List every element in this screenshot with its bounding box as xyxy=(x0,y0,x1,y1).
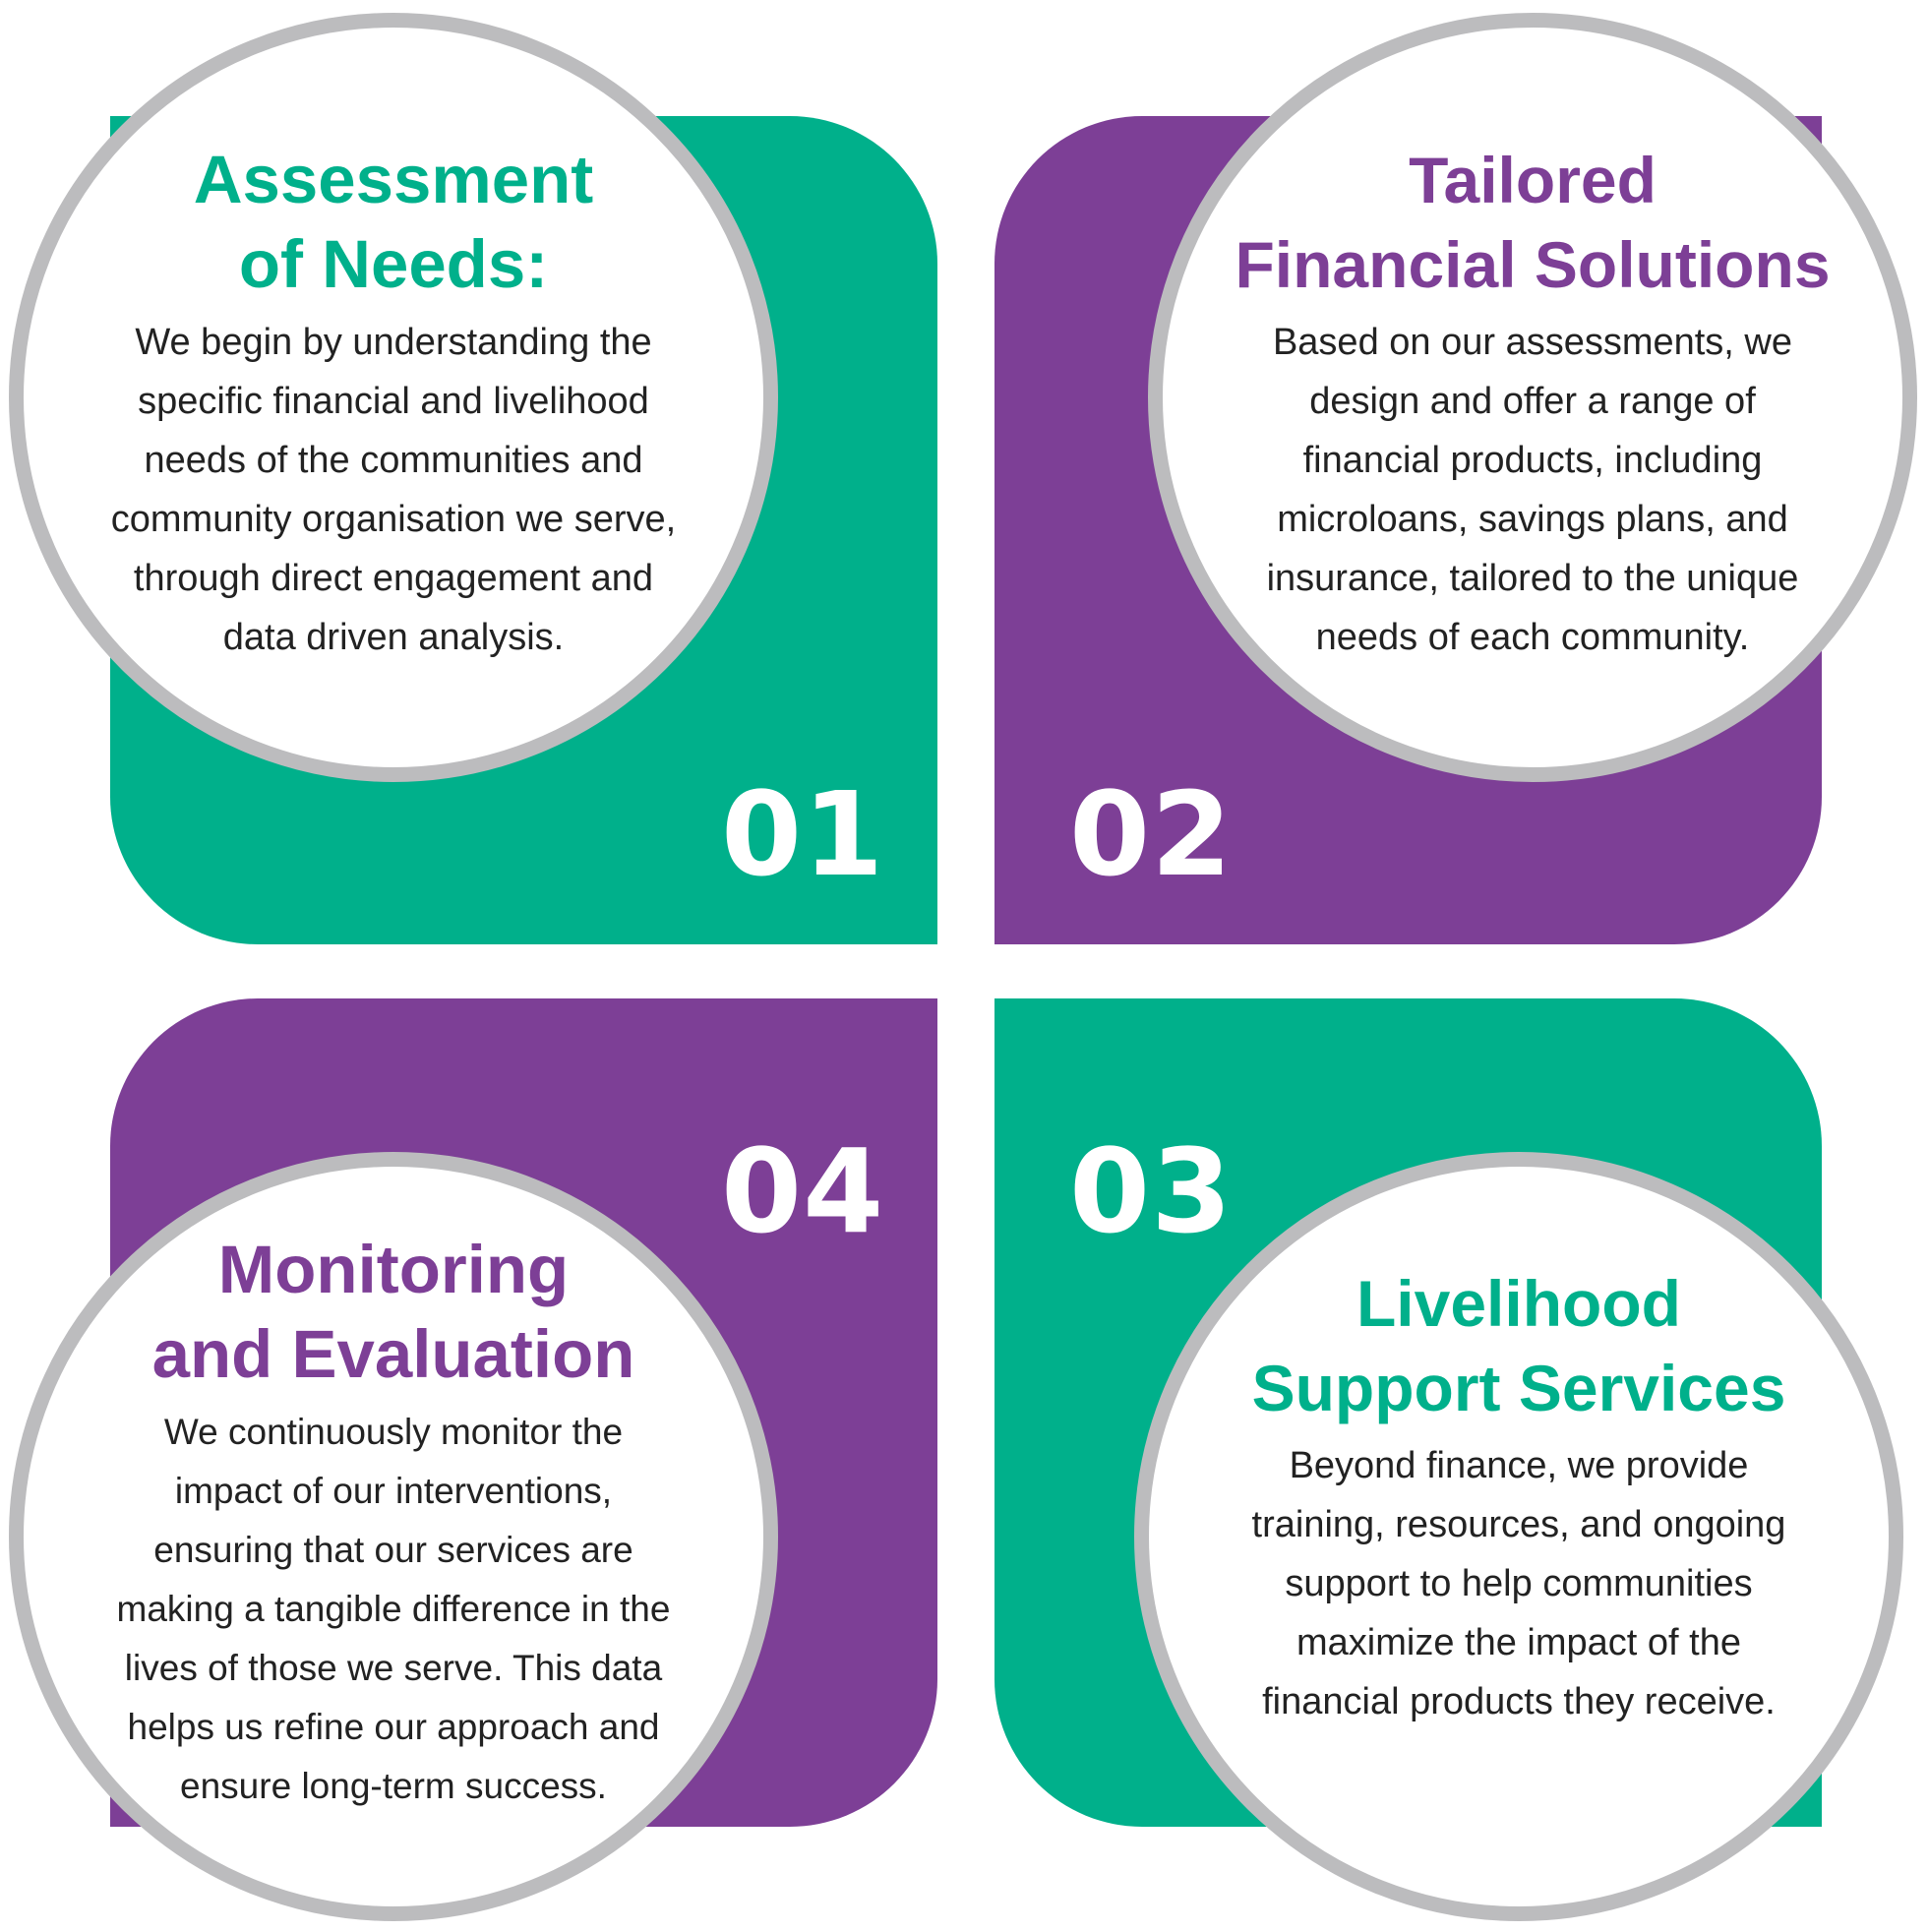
step-1-circle: Assessment of Needs: We begin by underst… xyxy=(9,13,778,782)
step-3-description: Beyond finance, we provide training, res… xyxy=(1251,1445,1786,1722)
step-4-title: Monitoring and Evaluation xyxy=(151,1232,635,1392)
step-2-description: Based on our assessments, we design and … xyxy=(1266,322,1799,658)
step-1-description: We begin by understanding the specific f… xyxy=(110,322,677,658)
step-2-title: Tailored Financial Solutions xyxy=(1235,144,1831,301)
step-4-description: We continuously monitor the impact of ou… xyxy=(116,1412,671,1806)
step-2-number: 02 xyxy=(1069,766,1234,902)
step-4-number: 04 xyxy=(721,1123,885,1259)
step-3-number: 03 xyxy=(1069,1123,1234,1259)
step-2-circle: Tailored Financial Solutions Based on ou… xyxy=(1148,13,1917,782)
step-4-circle: Monitoring and Evaluation We continuousl… xyxy=(9,1152,778,1921)
step-1-number: 01 xyxy=(721,766,885,902)
step-3-title: Livelihood Support Services xyxy=(1251,1267,1786,1424)
step-3-circle: Livelihood Support Services Beyond finan… xyxy=(1134,1152,1903,1921)
step-1-title: Assessment of Needs: xyxy=(193,142,594,302)
